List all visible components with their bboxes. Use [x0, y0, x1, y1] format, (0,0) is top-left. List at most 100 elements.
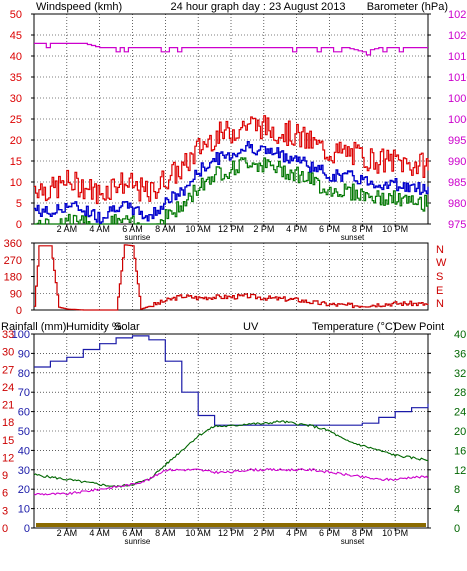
- humidity-tick-label: 80: [18, 368, 30, 380]
- rainfall-tick-label: 33: [2, 329, 14, 341]
- humidity-tick-label: 60: [18, 407, 30, 419]
- time-tick-label: 12 PM: [218, 224, 244, 234]
- dewpoint-series: [33, 467, 429, 496]
- rainfall-tick-label: 27: [2, 364, 14, 376]
- baro-tick-label: 1010: [448, 72, 467, 84]
- sunset-label: sunset: [341, 233, 365, 242]
- wind-tick-label: 35: [10, 72, 22, 84]
- wind-average-series: [34, 141, 429, 224]
- sunset-label: sunset: [341, 537, 365, 546]
- sunrise-label: sunrise: [125, 233, 151, 242]
- wind-tick-label: 15: [10, 156, 22, 168]
- wind-tick-label: 25: [10, 114, 22, 126]
- time-tick-label: 10 PM: [382, 224, 408, 234]
- temperature-tick-label: 40: [454, 329, 466, 341]
- time-tick-label: 4 AM: [89, 224, 110, 234]
- time-tick-label: 6 AM: [122, 224, 143, 234]
- direction-tick-label: 0: [16, 305, 22, 317]
- time-tick-label: 8 AM: [155, 528, 176, 538]
- time-tick-label: 8 PM: [352, 528, 373, 538]
- temperature-tick-label: 12: [454, 465, 466, 477]
- wind-tick-label: 45: [10, 30, 22, 42]
- temperature-tick-label: 36: [454, 348, 466, 360]
- humidity-tick-label: 0: [24, 523, 30, 535]
- direction-tick-label: 90: [10, 288, 22, 300]
- time-tick-label: 6 PM: [319, 224, 340, 234]
- rainfall-tick-label: 9: [2, 470, 8, 482]
- rainfall-tick-label: 15: [2, 435, 14, 447]
- time-tick-label: 8 PM: [352, 224, 373, 234]
- time-tick-label: 10 AM: [185, 224, 211, 234]
- temperature-axis-title: Temperature (°C): [312, 321, 396, 333]
- windspeed-axis-title: Windspeed (kmh): [36, 1, 122, 13]
- rainfall-tick-label: 3: [2, 505, 8, 517]
- baro-tick-label: 985: [448, 177, 466, 189]
- time-tick-label: 8 AM: [155, 224, 176, 234]
- humidity-tick-label: 10: [18, 504, 30, 516]
- sunrise-label: sunrise: [125, 537, 151, 546]
- baro-tick-label: 980: [448, 198, 466, 210]
- humidity-series: [34, 335, 429, 426]
- humidity-tick-label: 50: [18, 426, 30, 438]
- baro-tick-label: 990: [448, 156, 466, 168]
- baro-tick-label: 975: [448, 219, 466, 231]
- wind-tick-label: 0: [16, 219, 22, 231]
- wind-gust-series: [34, 115, 429, 205]
- time-tick-label: 4 PM: [286, 528, 307, 538]
- direction-letter: N: [436, 298, 444, 310]
- baro-tick-label: 995: [448, 135, 466, 147]
- humidity-tick-label: 70: [18, 387, 30, 399]
- direction-letter: E: [436, 285, 443, 297]
- baro-tick-label: 1025: [448, 9, 467, 21]
- chart-title: 24 hour graph day : 23 August 2013: [171, 1, 346, 13]
- humidity-tick-label: 90: [18, 348, 30, 360]
- baro-tick-label: 1000: [448, 114, 467, 126]
- direction-letter: W: [436, 257, 447, 269]
- humidity-tick-label: 40: [18, 445, 30, 457]
- wind-tick-label: 5: [16, 198, 22, 210]
- temperature-series: [33, 420, 429, 489]
- barometer-series: [34, 42, 428, 56]
- temperature-tick-label: 24: [454, 407, 466, 419]
- wind-tick-label: 30: [10, 93, 22, 105]
- uv-label: UV: [243, 321, 259, 333]
- wind-tick-label: 20: [10, 135, 22, 147]
- temperature-tick-label: 0: [454, 523, 460, 535]
- dewpoint-label: Dew Point: [394, 321, 444, 333]
- solar-label: Solar: [114, 321, 140, 333]
- rainfall-tick-label: 18: [2, 417, 14, 429]
- time-tick-label: 2 AM: [57, 224, 78, 234]
- barometer-axis-title: Barometer (hPa): [367, 1, 448, 13]
- time-tick-label: 6 PM: [319, 528, 340, 538]
- direction-tick-label: 180: [4, 272, 22, 284]
- rainfall-tick-label: 30: [2, 347, 14, 359]
- time-tick-label: 2 AM: [57, 528, 78, 538]
- rainfall-axis-title: Rainfall (mm): [1, 321, 66, 333]
- time-tick-label: 10 AM: [185, 528, 211, 538]
- wind-tick-label: 50: [10, 9, 22, 21]
- direction-tick-label: 360: [4, 238, 22, 250]
- rainfall-tick-label: 12: [2, 452, 14, 464]
- humidity-tick-label: 100: [12, 329, 30, 341]
- rainfall-tick-label: 0: [2, 523, 8, 535]
- time-tick-label: 6 AM: [122, 528, 143, 538]
- wind-tick-label: 40: [10, 51, 22, 63]
- time-tick-label: 10 PM: [382, 528, 408, 538]
- temperature-tick-label: 16: [454, 445, 466, 457]
- temperature-tick-label: 8: [454, 484, 460, 496]
- rainfall-tick-label: 6: [2, 488, 8, 500]
- temperature-tick-label: 20: [454, 426, 466, 438]
- temperature-tick-label: 28: [454, 387, 466, 399]
- temperature-tick-label: 32: [454, 368, 466, 380]
- time-tick-label: 12 PM: [218, 528, 244, 538]
- rainfall-series: [36, 523, 426, 527]
- wind-direction-series: [34, 244, 429, 311]
- time-tick-label: 4 PM: [286, 224, 307, 234]
- direction-letter: N: [436, 244, 444, 256]
- humidity-axis-title: Humidity %: [66, 321, 122, 333]
- time-tick-label: 2 PM: [253, 528, 274, 538]
